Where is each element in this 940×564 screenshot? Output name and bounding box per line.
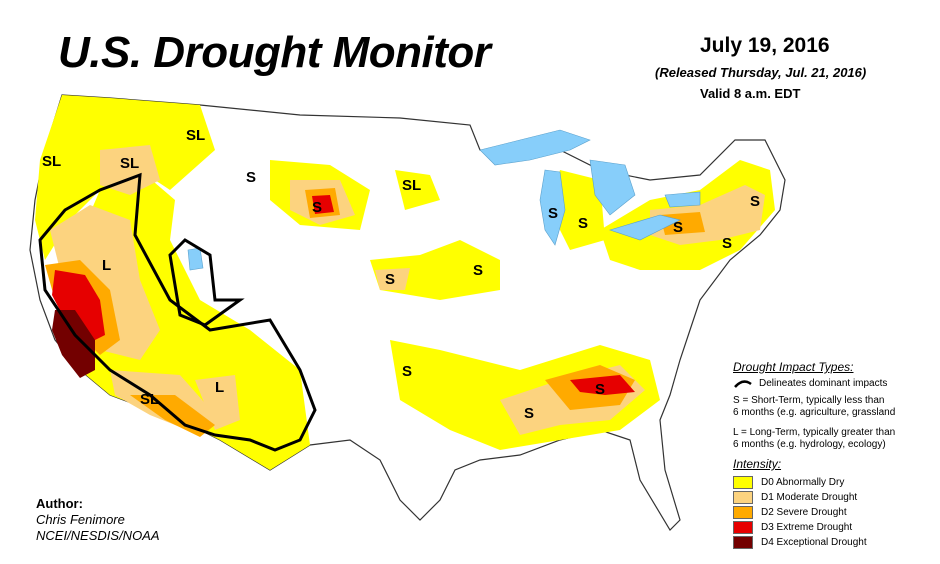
d1-kansas [375, 268, 410, 290]
west-impact-boundary [38, 172, 317, 452]
d3-southeast [570, 375, 635, 395]
intensity-row-d0: D0 Abnormally Dry [733, 475, 933, 489]
d4-areas [52, 310, 95, 378]
lake-huron [589, 159, 636, 216]
short-term-line-2: 6 months (e.g. agriculture, grassland [733, 407, 896, 418]
intensity-row-d2: D2 Severe Drought [733, 505, 933, 519]
author-org: NCEI/NESDIS/NOAA [36, 528, 160, 543]
impact-types-heading: Drought Impact Types: [733, 360, 854, 374]
utah-impact-boundary [168, 238, 245, 327]
label-s-mississippi: S [524, 405, 534, 422]
short-term-line-1: S = Short-Term, typically less than [733, 395, 885, 406]
great-lakes [187, 129, 701, 271]
d3-wyoming [312, 195, 334, 214]
author-label: Author: [36, 496, 83, 511]
label-sl-dakota: SL [402, 177, 421, 194]
label-s-tennessee: S [595, 381, 605, 398]
d1-california-nevada [50, 205, 160, 360]
swatch-d4 [733, 535, 753, 549]
long-term-line-1: L = Long-Term, typically greater than [733, 427, 896, 438]
label-sl-idaho: SL [186, 127, 205, 144]
d0-michigan [550, 170, 605, 250]
great-salt-lake [187, 247, 204, 271]
long-term-line-2: 6 months (e.g. hydrology, ecology) [733, 439, 886, 450]
label-sl-oregon: SL [120, 155, 139, 172]
intensity-label-d2: D2 Severe Drought [761, 506, 847, 518]
d4-california [52, 310, 95, 378]
author-name: Chris Fenimore [36, 512, 125, 527]
intensity-label-d1: D1 Moderate Drought [761, 491, 858, 503]
lake-superior [479, 129, 591, 166]
label-s-lake-mich: S [548, 205, 558, 222]
label-s-michigan: S [578, 215, 588, 232]
d1-newmexico [195, 375, 240, 430]
lake-ontario [664, 191, 701, 208]
label-s-oklahoma: S [402, 363, 412, 380]
label-s-kansas: S [385, 271, 395, 288]
intensity-label-d3: D3 Extreme Drought [761, 521, 853, 533]
d3-areas [52, 195, 635, 395]
map-labels: SL SL SL S S SL L L SL S S S S S S S S S… [42, 127, 760, 422]
intensity-row-d1: D1 Moderate Drought [733, 490, 933, 504]
d3-california [52, 270, 105, 345]
valid-time: Valid 8 a.m. EDT [700, 86, 801, 101]
boundary-line-icon [734, 380, 752, 388]
label-s-nj: S [722, 235, 732, 252]
d1-oregon [100, 145, 160, 195]
label-s-iowa: S [473, 262, 483, 279]
lake-michigan [539, 169, 566, 246]
label-sl-arizona: SL [140, 391, 159, 408]
intensity-row-d4: D4 Exceptional Drought [733, 535, 933, 549]
delineates-text: Delineates dominant impacts [759, 378, 888, 389]
intensity-heading: Intensity: [733, 457, 782, 471]
label-s-newyork: S [673, 219, 683, 236]
lake-erie [609, 214, 681, 241]
swatch-d1 [733, 490, 753, 504]
intensity-label-d4: D4 Exceptional Drought [761, 536, 867, 548]
label-s-ne-wy: S [312, 199, 322, 216]
author-block: Author: Chris Fenimore NCEI/NESDIS/NOAA [36, 496, 160, 544]
label-s-newengland: S [750, 193, 760, 210]
intensity-label-d0: D0 Abnormally Dry [761, 476, 845, 488]
impact-boundaries [38, 172, 317, 452]
label-sl-west: SL [42, 153, 61, 170]
label-l-nevada: L [102, 257, 111, 274]
label-s-wyoming: S [246, 169, 256, 186]
intensity-row-d3: D3 Extreme Drought [733, 520, 933, 534]
swatch-d2 [733, 505, 753, 519]
delineates-row: Delineates dominant impacts [733, 378, 933, 390]
map-date: July 19, 2016 [700, 34, 830, 57]
legend: Drought Impact Types: Delineates dominan… [733, 360, 933, 550]
swatch-d3 [733, 520, 753, 534]
label-l-newmexico: L [215, 379, 224, 396]
intensity-list: D0 Abnormally Dry D1 Moderate Drought D2… [733, 475, 933, 549]
release-date: (Released Thursday, Jul. 21, 2016) [655, 65, 867, 80]
map-title: U.S. Drought Monitor [58, 28, 491, 77]
d0-dakota [395, 170, 440, 210]
swatch-d0 [733, 475, 753, 489]
